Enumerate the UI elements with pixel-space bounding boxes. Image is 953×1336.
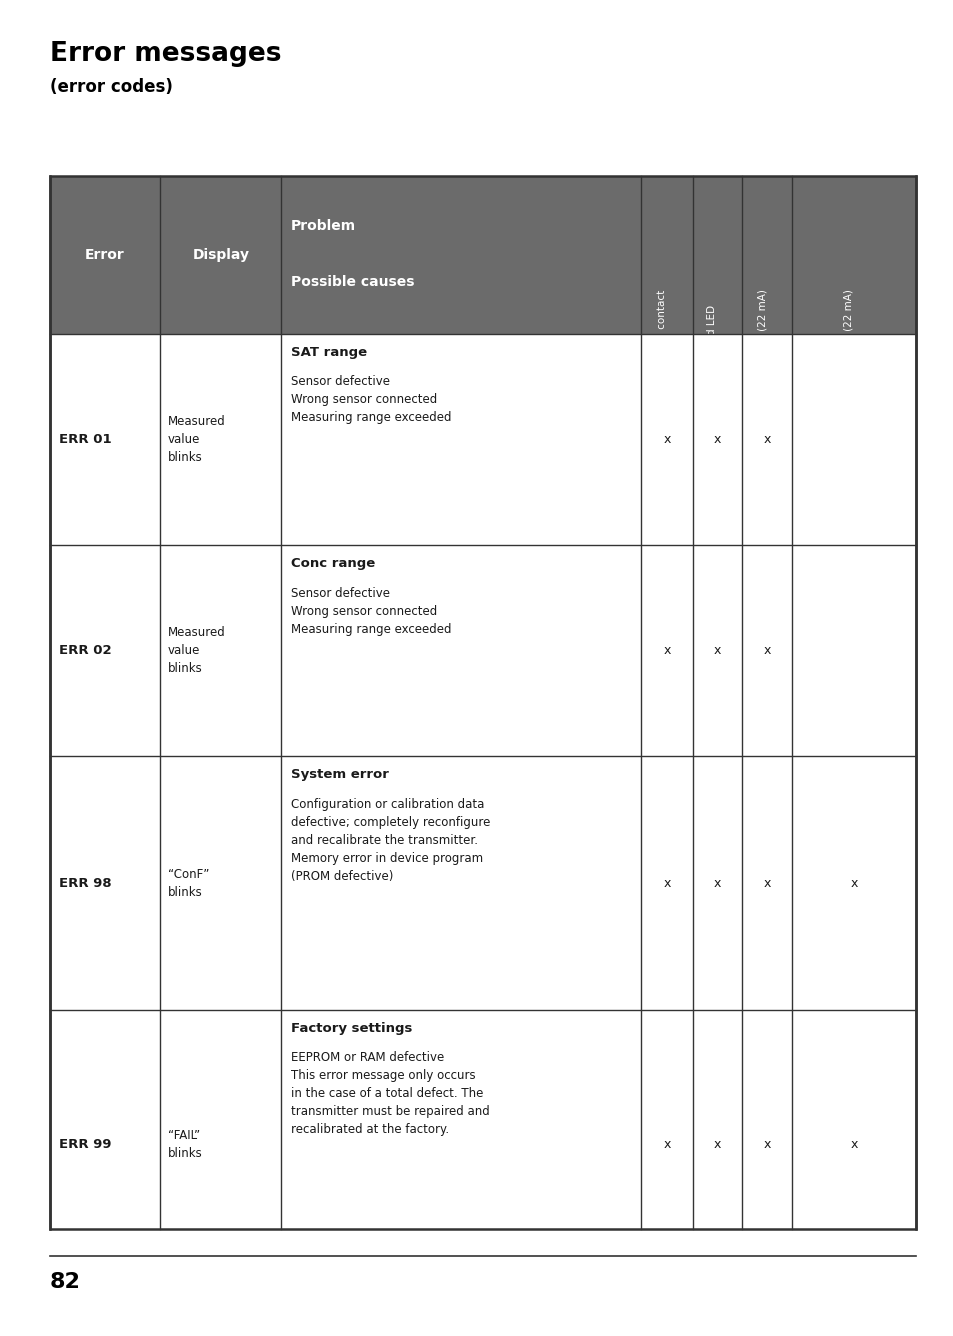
Text: SAT range: SAT range bbox=[291, 346, 367, 359]
Bar bbox=[50, 545, 915, 756]
Text: Sensor defective
Wrong sensor connected
Measuring range exceeded: Sensor defective Wrong sensor connected … bbox=[291, 587, 451, 636]
Text: Measured
value
blinks: Measured value blinks bbox=[168, 627, 226, 675]
Text: x: x bbox=[762, 644, 770, 657]
Text: x: x bbox=[662, 1138, 670, 1152]
Text: ERR 02: ERR 02 bbox=[59, 644, 112, 657]
Text: 82: 82 bbox=[50, 1272, 80, 1292]
Bar bbox=[50, 756, 915, 1010]
Text: x: x bbox=[713, 433, 720, 446]
Text: ERR 99: ERR 99 bbox=[59, 1138, 112, 1152]
Bar bbox=[50, 176, 915, 1229]
Text: Error: Error bbox=[85, 248, 125, 262]
Text: Conc range: Conc range bbox=[291, 557, 375, 570]
Text: Error messages: Error messages bbox=[50, 41, 281, 67]
Text: ERR 98: ERR 98 bbox=[59, 876, 112, 890]
Bar bbox=[50, 1010, 915, 1280]
Text: System error: System error bbox=[291, 768, 389, 782]
Text: x: x bbox=[762, 876, 770, 890]
Text: x: x bbox=[713, 876, 720, 890]
Text: x: x bbox=[849, 876, 857, 890]
Text: “FAIL”
blinks: “FAIL” blinks bbox=[168, 1129, 202, 1161]
Text: ERR 01: ERR 01 bbox=[59, 433, 112, 446]
Text: Configuration or calibration data
defective; completely reconfigure
and recalibr: Configuration or calibration data defect… bbox=[291, 798, 490, 883]
Text: Out 2 (22 mA): Out 2 (22 mA) bbox=[843, 289, 853, 363]
Text: x: x bbox=[762, 1138, 770, 1152]
Text: x: x bbox=[662, 644, 670, 657]
Text: x: x bbox=[662, 876, 670, 890]
Text: Measured
value
blinks: Measured value blinks bbox=[168, 415, 226, 464]
Text: x: x bbox=[662, 433, 670, 446]
Text: x: x bbox=[762, 433, 770, 446]
Text: x: x bbox=[713, 644, 720, 657]
Text: Display: Display bbox=[193, 248, 249, 262]
Text: Possible causes: Possible causes bbox=[291, 275, 414, 289]
Text: Factory settings: Factory settings bbox=[291, 1022, 412, 1035]
Text: Problem: Problem bbox=[291, 219, 355, 232]
Text: Red LED: Red LED bbox=[707, 305, 717, 347]
Text: Out 1 (22 mA): Out 1 (22 mA) bbox=[757, 289, 766, 363]
Text: “ConF”
blinks: “ConF” blinks bbox=[168, 867, 209, 899]
Text: EEPROM or RAM defective
This error message only occurs
in the case of a total de: EEPROM or RAM defective This error messa… bbox=[291, 1051, 489, 1137]
Bar bbox=[50, 334, 915, 545]
Bar bbox=[50, 176, 915, 334]
Text: x: x bbox=[849, 1138, 857, 1152]
Text: Sensor defective
Wrong sensor connected
Measuring range exceeded: Sensor defective Wrong sensor connected … bbox=[291, 375, 451, 425]
Text: x: x bbox=[713, 1138, 720, 1152]
Text: Alarm contact: Alarm contact bbox=[657, 290, 666, 362]
Text: (error codes): (error codes) bbox=[50, 79, 172, 96]
